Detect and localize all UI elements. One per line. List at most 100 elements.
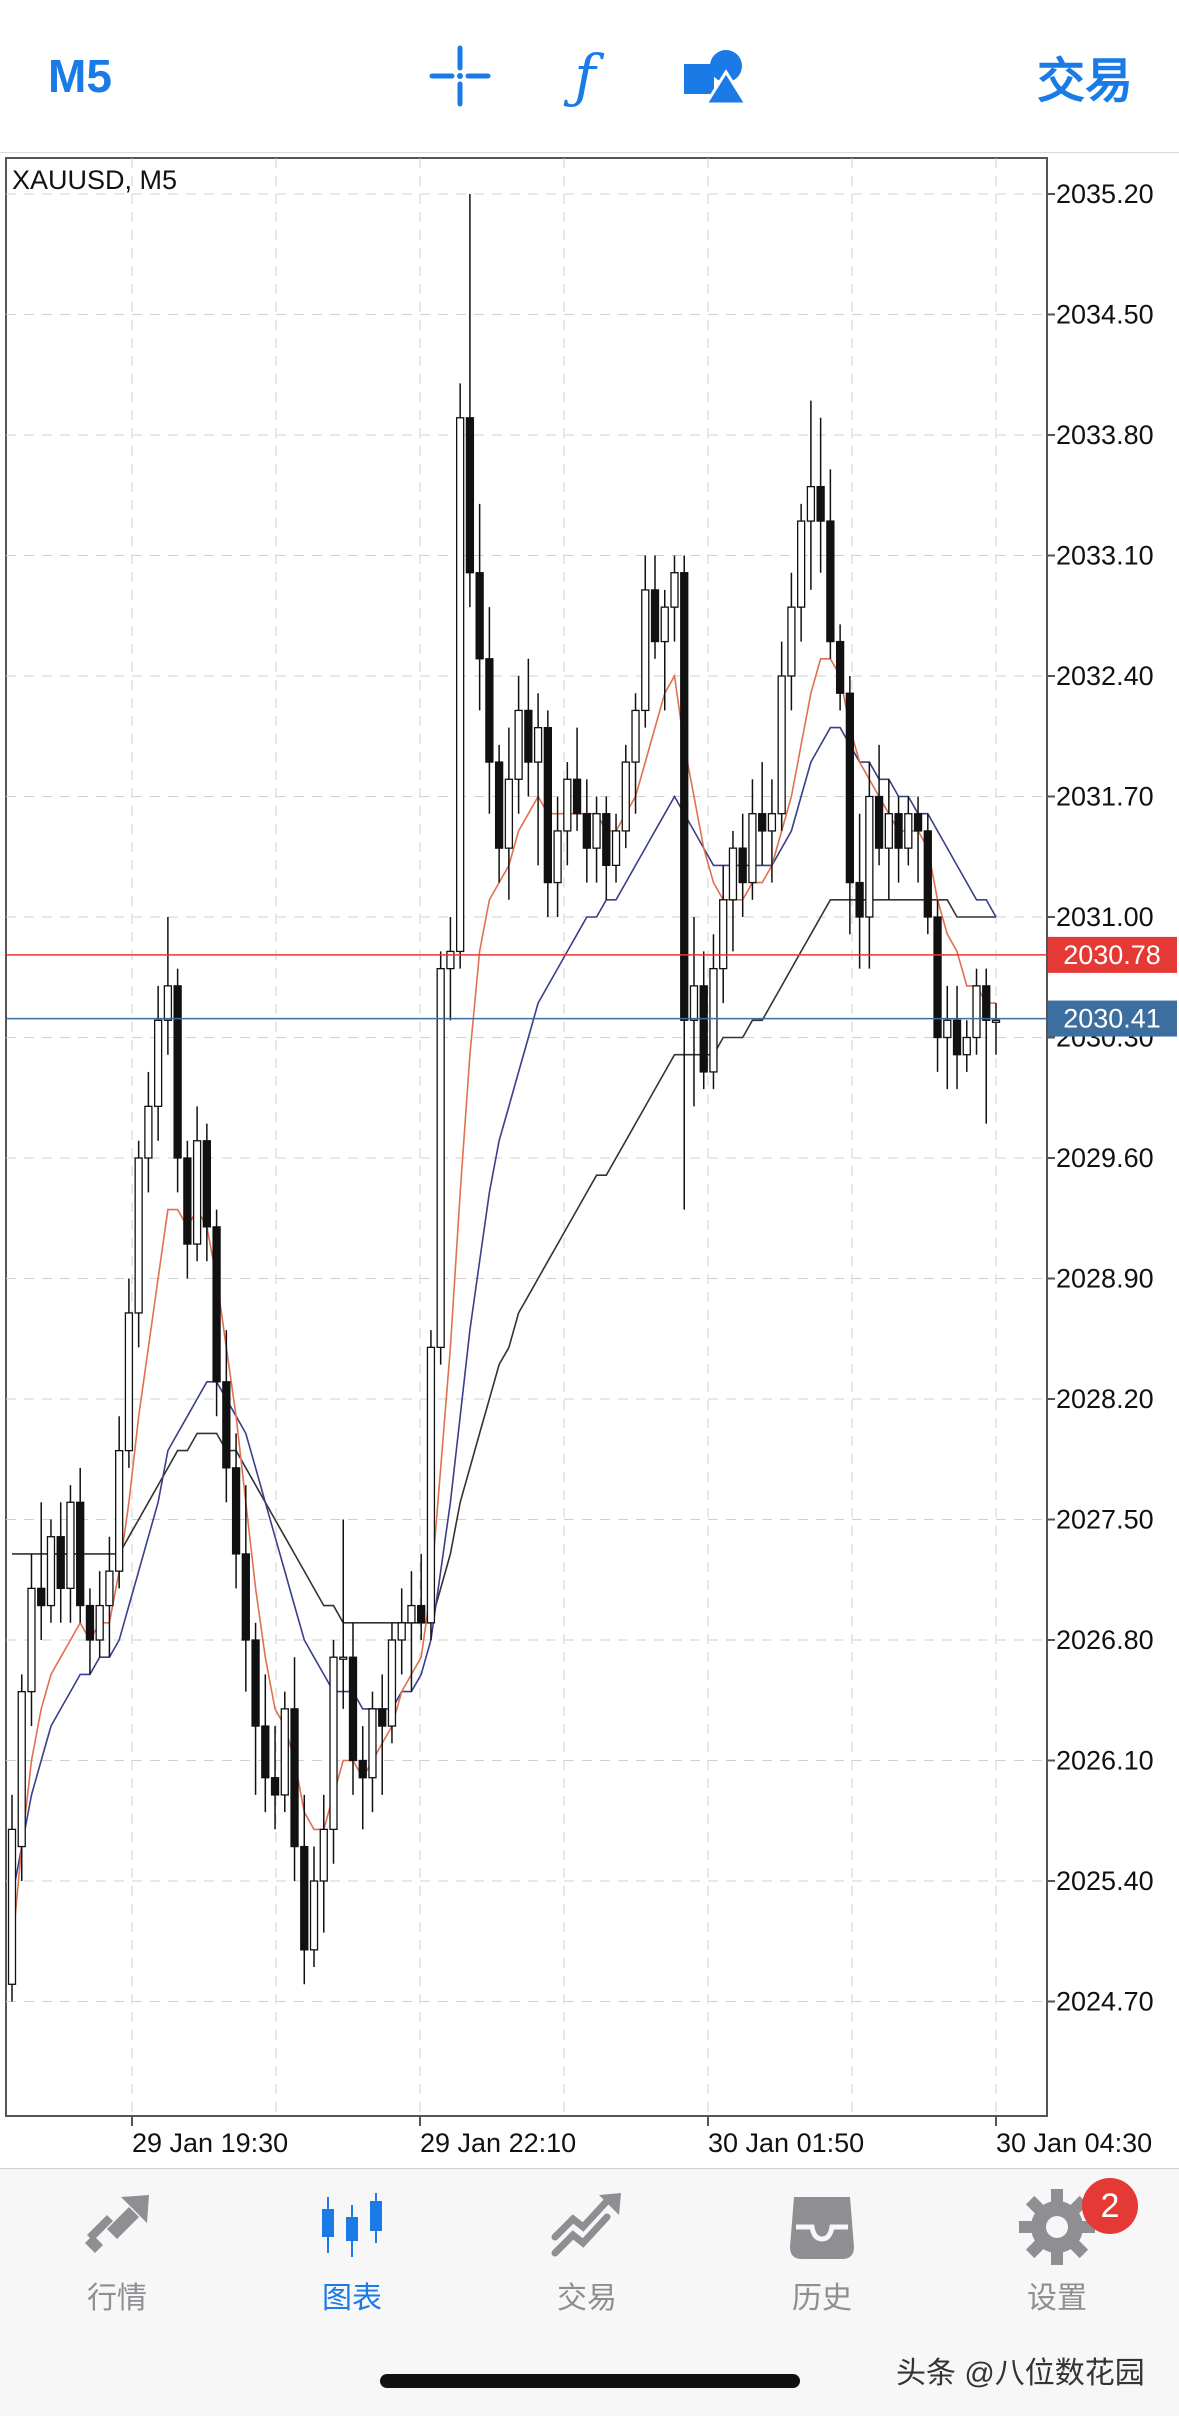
- price-label: 2035.20: [1056, 179, 1154, 209]
- top-toolbar: M5 ƒ 交易: [0, 0, 1179, 153]
- candle-bullish: [806, 485, 816, 522]
- candle-bullish: [144, 1105, 153, 1159]
- candle-bullish: [533, 726, 543, 763]
- candle-bullish: [153, 1019, 163, 1108]
- candle-bearish: [494, 761, 504, 849]
- candle-bearish: [222, 1381, 231, 1469]
- tab-chart[interactable]: 图表: [252, 2169, 452, 2329]
- tab-trade[interactable]: 交易: [487, 2169, 687, 2329]
- candle-bullish: [46, 1536, 56, 1607]
- candle-bearish: [894, 813, 903, 849]
- price-label: 2034.50: [1056, 300, 1154, 330]
- bid-price: 2030.41: [1063, 1004, 1161, 1034]
- candle-bearish: [582, 813, 591, 849]
- price-label: 2025.40: [1056, 1866, 1154, 1896]
- candle-bullish: [426, 1346, 436, 1624]
- tab-quotes[interactable]: 行情: [17, 2169, 217, 2329]
- timeframe-button[interactable]: M5: [48, 50, 112, 102]
- time-label: 30 Jan 01:50: [708, 2128, 864, 2158]
- settings-icon: [1019, 2189, 1095, 2265]
- price-label: 2024.70: [1056, 1987, 1154, 2017]
- ma-mid-line: [11, 726, 997, 1899]
- candle-bullish: [95, 1604, 104, 1641]
- crosshair-icon[interactable]: [420, 0, 500, 152]
- home-indicator[interactable]: [380, 2374, 800, 2388]
- candle-bullish: [631, 709, 640, 763]
- shapes-icon[interactable]: [675, 0, 755, 152]
- tab-settings[interactable]: 设置: [957, 2169, 1157, 2329]
- candle-bearish: [300, 1845, 309, 1951]
- candle-bullish: [796, 520, 806, 608]
- candle-bearish: [602, 813, 611, 867]
- ma-fast-line: [11, 657, 996, 1950]
- candle-bearish: [650, 589, 660, 643]
- price-axis: 2035.20 2034.50 2033.80 2033.10 2032.40 2031.…: [1056, 179, 1154, 2017]
- candle-bullish: [787, 606, 796, 677]
- price-label: 2033.10: [1056, 541, 1154, 571]
- candle-bullish: [563, 778, 572, 832]
- ask-price: 2030.78: [1063, 940, 1161, 970]
- candle-bullish: [280, 1708, 289, 1796]
- tab-trade-label: 交易: [557, 2282, 617, 2315]
- watermark-text: 头条 @八位数花园: [896, 2357, 1145, 2390]
- candle-bullish: [124, 1312, 134, 1452]
- time-axis: 29 Jan 19:30 29 Jan 22:10 30 Jan 01:50 30 J…: [132, 2128, 1152, 2158]
- candle-bullish: [943, 1019, 952, 1039]
- candle-bullish: [66, 1501, 75, 1590]
- candle-bearish: [855, 881, 864, 918]
- candle-bullish: [767, 813, 777, 832]
- candle-bearish: [348, 1656, 358, 1762]
- price-chart[interactable]: 2035.20 2034.50 2033.80 2033.10 2032.40 2031.…: [0, 152, 1179, 2168]
- candle-bullish: [309, 1880, 319, 1951]
- candle-bullish: [592, 813, 601, 849]
- price-label: 2026.10: [1056, 1746, 1154, 1776]
- candle-bullish: [397, 1622, 406, 1641]
- candle-bullish: [17, 1690, 26, 1848]
- price-label: 2032.40: [1056, 661, 1154, 691]
- candle-bullish: [446, 950, 455, 970]
- time-label: 30 Jan 04:30: [996, 2128, 1152, 2158]
- candle-bullish: [884, 813, 893, 849]
- candle-bullish: [504, 778, 514, 849]
- candle-bullish: [456, 417, 465, 953]
- candle-bearish: [982, 985, 991, 1021]
- ask-price-tag: 2030.78: [1048, 936, 1177, 973]
- trade-button[interactable]: 交易: [1036, 55, 1133, 108]
- price-label: 2031.00: [1056, 902, 1154, 932]
- candle-bearish: [826, 520, 835, 643]
- candle-bullish: [105, 1570, 114, 1607]
- candle-bearish: [56, 1536, 65, 1590]
- candle-bearish: [874, 795, 884, 849]
- candle-bearish: [290, 1708, 299, 1848]
- candle-bullish: [962, 1036, 971, 1056]
- candle-bullish: [115, 1449, 124, 1572]
- candle-bullish: [192, 1140, 202, 1245]
- candle-bullish: [689, 985, 699, 1021]
- candle-bearish: [543, 726, 552, 884]
- candle-bearish: [952, 1019, 962, 1056]
- candle-bullish: [163, 985, 173, 1021]
- candle-bearish: [85, 1604, 95, 1641]
- quotes-icon: [85, 2195, 149, 2253]
- tab-settings-label: 设置: [1027, 2282, 1087, 2315]
- candle-bearish: [572, 778, 582, 815]
- candle-bullish: [27, 1587, 36, 1693]
- candle-bullish: [748, 813, 757, 884]
- candle-bullish: [777, 675, 786, 815]
- tab-history[interactable]: 历史: [722, 2169, 922, 2329]
- function-icon[interactable]: ƒ: [574, 42, 596, 110]
- candle-bullish: [660, 606, 669, 643]
- candle-bullish: [641, 589, 650, 712]
- candle-bearish: [465, 417, 475, 574]
- candle-bullish: [553, 830, 562, 884]
- candle-bullish: [611, 830, 621, 867]
- candle-bullish: [436, 967, 445, 1349]
- price-label: 2028.20: [1056, 1384, 1154, 1414]
- price-label: 2026.80: [1056, 1625, 1154, 1655]
- candle-bearish: [270, 1777, 280, 1796]
- candle-bearish: [261, 1725, 270, 1779]
- candle-bearish: [358, 1759, 367, 1779]
- candle-bullish: [709, 967, 718, 1073]
- candle-bearish: [524, 709, 533, 763]
- candle-bullish: [728, 847, 738, 901]
